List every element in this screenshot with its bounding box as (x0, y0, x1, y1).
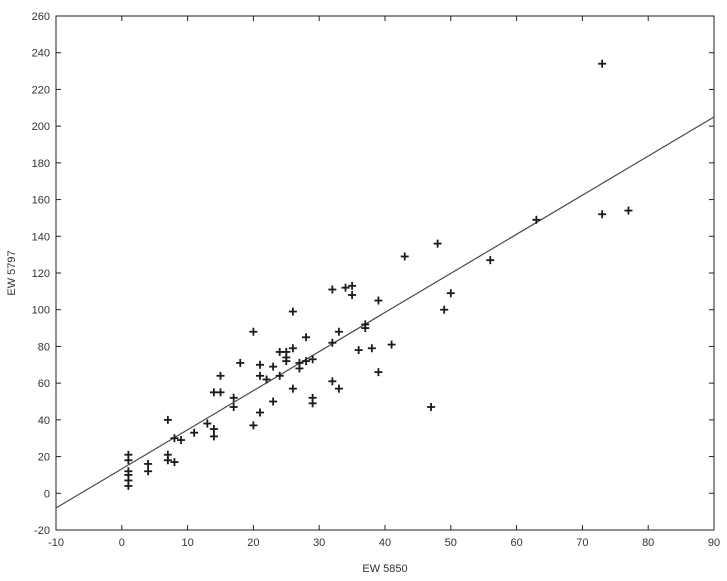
x-axis-title: EW 5850 (362, 563, 407, 575)
scatter-point (400, 252, 409, 261)
scatter-point (354, 346, 363, 355)
y-tick-label: 240 (32, 48, 50, 60)
scatter-point (269, 397, 278, 406)
scatter-point (124, 450, 133, 459)
scatter-point (334, 327, 343, 336)
scatter-point (302, 333, 311, 342)
scatter-point (163, 415, 172, 424)
x-tick-label: 70 (576, 537, 588, 549)
scatter-point (209, 432, 218, 441)
scatter-point (341, 283, 350, 292)
scatter-point (275, 371, 284, 380)
scatter-point (255, 371, 264, 380)
scatter-point (433, 239, 442, 248)
scatter-point (598, 210, 607, 219)
scatter-point (255, 360, 264, 369)
scatter-point (216, 388, 225, 397)
scatter-point (282, 347, 291, 356)
scatter-point (262, 375, 271, 384)
scatter-point (269, 362, 278, 371)
scatter-point (624, 206, 633, 215)
x-tick-label: 0 (119, 537, 125, 549)
y-tick-label: 220 (32, 84, 50, 96)
scatter-point (144, 467, 153, 476)
scatter-point (229, 393, 238, 402)
x-tick-label: 80 (642, 537, 654, 549)
scatter-point (236, 358, 245, 367)
y-tick-label: -20 (34, 525, 50, 537)
scatter-point (170, 458, 179, 467)
plot-frame (55, 15, 715, 531)
x-tick-label: -10 (48, 537, 64, 549)
y-tick-label: 80 (38, 341, 50, 353)
scatter-point (348, 291, 357, 300)
y-tick-label: 200 (32, 121, 50, 133)
y-tick-label: 60 (38, 378, 50, 390)
y-tick-label: 140 (32, 231, 50, 243)
scatter-point (249, 327, 258, 336)
scatter-point (124, 467, 133, 476)
scatter-point (532, 215, 541, 224)
x-tick-label: 60 (510, 537, 522, 549)
scatter-point (328, 338, 337, 347)
scatter-point (170, 434, 179, 443)
y-tick-label: 100 (32, 305, 50, 317)
scatter-point (486, 256, 495, 265)
scatter-point (203, 419, 212, 428)
scatter-point (216, 371, 225, 380)
y-tick-label: 40 (38, 415, 50, 427)
y-tick-label: 120 (32, 268, 50, 280)
y-axis-title: EW 5797 (6, 250, 18, 295)
scatter-point (308, 393, 317, 402)
scatter-point (177, 436, 186, 445)
scatter-point (209, 425, 218, 434)
scatter-point (446, 289, 455, 298)
scatter-point (374, 368, 383, 377)
regression-line (55, 116, 715, 509)
scatter-point (440, 305, 449, 314)
x-tick-label: 20 (247, 537, 259, 549)
y-tick-label: 160 (32, 195, 50, 207)
y-axis: -20 0 20 40 60 80 100 120 140 160 180 200 220 240 260 (32, 11, 714, 537)
x-tick-label: 50 (445, 537, 457, 549)
x-tick-label: 30 (313, 537, 325, 549)
scatter-point (367, 344, 376, 353)
y-tick-label: 0 (44, 488, 50, 500)
scatter-point (288, 384, 297, 393)
scatter-point (334, 384, 343, 393)
y-tick-label: 180 (32, 158, 50, 170)
regression-layer (55, 116, 715, 509)
x-axis: -10 0 10 20 30 40 50 60 70 80 90 (48, 16, 720, 549)
scatter-point (348, 281, 357, 290)
y-tick-label: 260 (32, 11, 50, 23)
y-tick-label: 20 (38, 452, 50, 464)
x-tick-label: 10 (181, 537, 193, 549)
scatter-point (255, 408, 264, 417)
scatter-point (288, 344, 297, 353)
points-layer (124, 59, 633, 490)
scatter-point (229, 403, 238, 412)
scatter-point (163, 450, 172, 459)
scatter-point (427, 403, 436, 412)
scatter-point (328, 285, 337, 294)
scatter-point (295, 358, 304, 367)
scatter-point (361, 320, 370, 329)
scatter-point (387, 340, 396, 349)
x-tick-label: 90 (708, 537, 720, 549)
scatter-point (374, 296, 383, 305)
scatter-point (308, 355, 317, 364)
scatter-point (598, 59, 607, 68)
scatter-point (288, 307, 297, 316)
scatter-point (190, 428, 199, 437)
x-tick-label: 40 (379, 537, 391, 549)
scatter-point (144, 459, 153, 468)
scatter-point (249, 421, 258, 430)
scatter-point (328, 377, 337, 386)
scatter-point (302, 357, 311, 366)
